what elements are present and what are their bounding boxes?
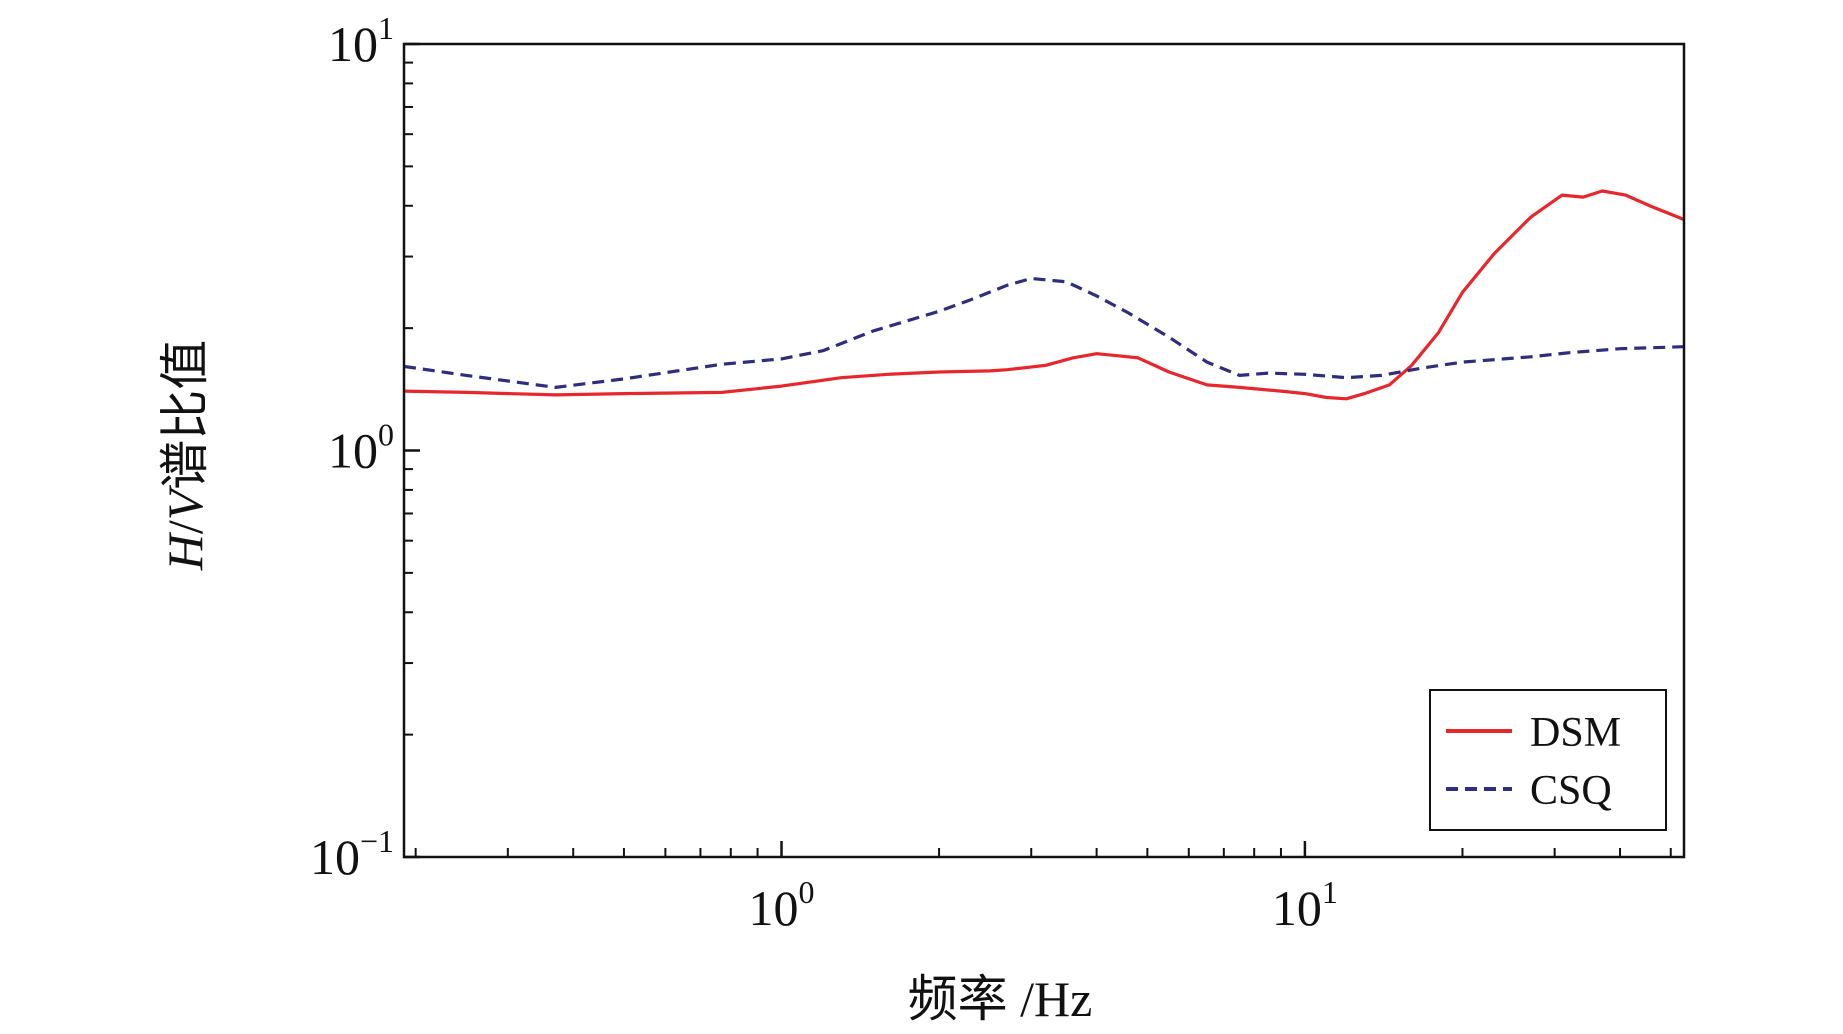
x-tick-label-exp: 1 [1322, 874, 1338, 910]
y-tick-label-exp: −1 [360, 823, 394, 859]
legend-label-dsm: DSM [1530, 710, 1621, 756]
y-tick-label-base: 10 [328, 423, 378, 479]
y-tick-label: 101 [328, 10, 394, 72]
y-axis-title-v: V [157, 484, 213, 520]
x-tick-label-base: 10 [1272, 880, 1322, 936]
y-tick-label-base: 10 [328, 16, 378, 72]
y-axis-title-rest: 谱比值 [157, 340, 213, 490]
x-tick-label-base: 10 [749, 880, 799, 936]
y-axis-title-slash: / [157, 520, 213, 534]
y-tick-label: 10−1 [310, 823, 394, 885]
major-ticks [404, 42, 1307, 859]
y-tick-label-exp: 0 [378, 417, 394, 453]
minor-ticks [404, 61, 1672, 857]
x-tick-label-exp: 0 [799, 874, 815, 910]
legend-label-csq: CSQ [1530, 768, 1612, 814]
legend: DSM CSQ [1429, 689, 1667, 831]
series-line-dsm [403, 189, 1685, 401]
series-group [403, 189, 1685, 401]
y-tick-label-exp: 1 [378, 10, 394, 46]
x-tick-label: 101 [1272, 874, 1338, 936]
series-line-csq [403, 276, 1685, 389]
y-tick-label: 100 [328, 417, 394, 479]
x-tick-labels: 100 101 [749, 874, 1338, 936]
y-axis-title: H/V谱比值 [157, 340, 213, 572]
y-axis-title-h: H [157, 531, 213, 571]
legend-box [1429, 689, 1667, 831]
x-tick-label: 100 [749, 874, 815, 936]
x-axis-title: 频率 /Hz [908, 971, 1093, 1027]
y-tick-label-base: 10 [310, 829, 360, 885]
